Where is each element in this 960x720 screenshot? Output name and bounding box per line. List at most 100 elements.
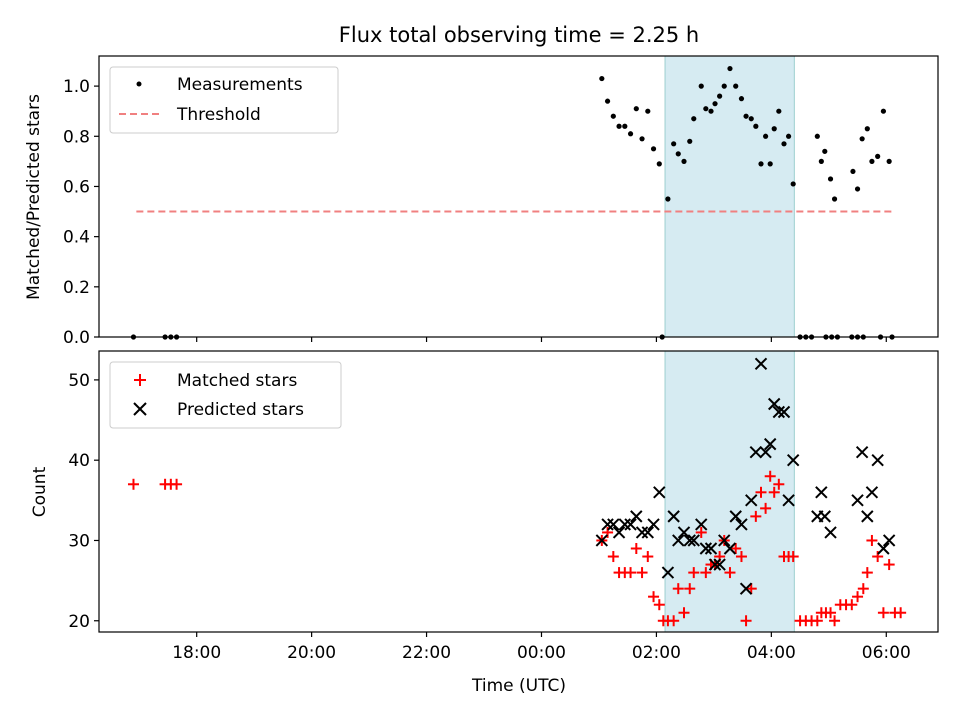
top-shaded-span: [664, 55, 795, 338]
top-y-tick-label: 0.2: [63, 278, 90, 298]
predicted-star-point: [672, 534, 685, 547]
top-axes-frame: [98, 55, 939, 338]
predicted-star-point: [653, 486, 666, 499]
predicted-star-point: [772, 405, 786, 419]
bottom-y-tick-label: 20: [68, 612, 90, 632]
predicted-star-point: [815, 486, 828, 499]
bottom-panel: 20 30 40 50 18:00 20:00 22:00 00:00 02:00 04:00 0…: [30, 350, 939, 696]
matched-star-point: [695, 526, 707, 538]
measurement-point: [738, 96, 745, 102]
predicted-star-point: [818, 510, 831, 523]
chart-title: Flux total observing time = 2.25 h: [339, 23, 699, 47]
measurement-point: [771, 126, 777, 132]
measurement-point: [886, 158, 892, 164]
measurement-point: [671, 141, 677, 147]
predicted-star-point: [851, 494, 864, 507]
matched-star-point: [877, 607, 889, 619]
measurement-point: [880, 108, 887, 114]
measurement-point: [864, 126, 870, 132]
x-tick-label: 20:00: [287, 643, 336, 663]
matched-star-point: [724, 567, 736, 579]
matched-star-point: [825, 607, 837, 619]
matched-star-point: [755, 486, 767, 498]
measurement-point: [748, 116, 754, 122]
top-legend-frame: [109, 66, 339, 134]
predicted-star-point: [624, 518, 637, 531]
measurement-point: [717, 93, 723, 99]
top-y-axis-label: Matched/Predicted stars: [24, 94, 44, 300]
matched-star-point: [625, 567, 637, 579]
legend-measurements-label: Measurements: [177, 75, 303, 95]
predicted-star-point: [713, 558, 726, 571]
measurement-point: [712, 101, 718, 107]
predicted-star-point: [754, 357, 768, 371]
matched-star-point: [688, 567, 700, 579]
measurement-point: [610, 113, 616, 119]
measurement-point: [814, 133, 820, 139]
measurement-point: [645, 108, 651, 114]
predicted-star-point: [683, 534, 696, 547]
predicted-star-point: [601, 518, 614, 531]
legend-threshold-label: Threshold: [176, 105, 261, 125]
measurement-point: [656, 161, 662, 167]
bottom-y-tick-label: 50: [68, 371, 90, 391]
predicted-star-point: [745, 494, 758, 507]
matched-star-point: [846, 599, 858, 611]
matched-star-point: [668, 615, 680, 627]
measurement-point: [854, 186, 861, 192]
x-axis-label: Time (UTC): [471, 676, 566, 696]
predicted-star-point: [871, 453, 884, 467]
matched-star-point: [745, 583, 757, 595]
predicted-star-point: [763, 437, 777, 451]
measurement-point: [599, 75, 605, 82]
predicted-star-point: [877, 542, 890, 555]
measurement-point: [708, 108, 714, 114]
predicted-star-point: [786, 453, 800, 467]
measurement-point: [687, 138, 693, 144]
predicted-star-point: [708, 558, 722, 571]
predicted-star-point: [667, 510, 680, 523]
x-tick-label: 18:00: [172, 643, 221, 663]
matched-star-point: [811, 615, 823, 627]
predicted-star-point: [855, 445, 869, 459]
predicted-star-point: [782, 494, 795, 507]
predicted-star-point: [739, 582, 753, 595]
measurement-point: [665, 196, 671, 202]
predicted-star-point: [630, 510, 643, 523]
measurement-point: [650, 146, 657, 152]
measurement-point: [859, 136, 865, 142]
matched-star-point: [735, 551, 747, 563]
predicted-star-point: [865, 486, 879, 499]
top-y-tick-label: 0.8: [63, 127, 90, 147]
measurement-point: [850, 168, 856, 175]
measurement-point: [767, 161, 773, 167]
top-panel: 0.0 0.2 0.4 0.6 0.8 1.0 Matched/Predicted sta…: [24, 55, 939, 348]
top-y-tick-label: 0.0: [63, 328, 90, 348]
predicted-star-point: [635, 526, 649, 539]
bottom-y-axis-label: Count: [30, 466, 50, 517]
predicted-star-point: [695, 518, 708, 531]
matched-star-point: [872, 551, 884, 563]
matched-star-point: [127, 478, 139, 490]
measurement-point: [727, 65, 733, 72]
x-tick-label: 00:00: [517, 643, 566, 663]
predicted-star-point: [641, 526, 655, 539]
matched-star-point: [768, 486, 780, 498]
legend-matched-label: Matched stars: [177, 371, 297, 391]
matched-star-point: [642, 551, 654, 563]
matched-star-point: [764, 470, 776, 482]
legend-predicted-label: Predicted stars: [177, 400, 304, 420]
x-tick-label: 22:00: [402, 643, 451, 663]
measurement-point: [781, 141, 787, 147]
predicted-star-point: [735, 518, 748, 531]
measurement-point: [818, 158, 824, 164]
x-tick-label: 04:00: [747, 643, 796, 663]
measurement-point: [785, 133, 792, 139]
matched-star-point: [171, 478, 183, 490]
predicted-star-point: [729, 510, 742, 523]
matched-star-point: [672, 583, 684, 595]
predicted-star-point: [607, 518, 620, 531]
matched-star-point: [883, 559, 895, 571]
measurement-point: [869, 158, 875, 164]
